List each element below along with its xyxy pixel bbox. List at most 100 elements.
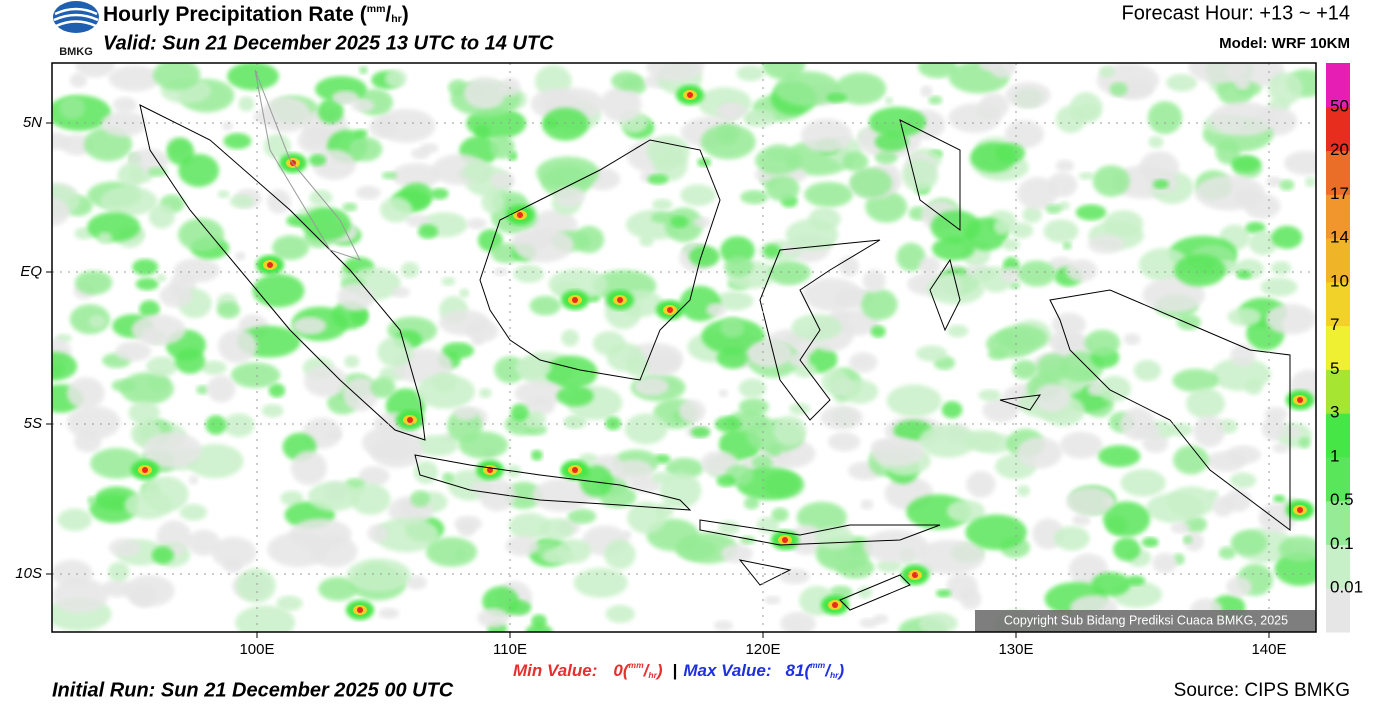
rain-cell: [466, 320, 499, 343]
rain-cell: [381, 171, 398, 180]
rain-cell: [821, 368, 849, 396]
colorbar-label: 0.01: [1330, 578, 1363, 597]
rain-core: [267, 262, 273, 268]
rain-cell: [529, 295, 561, 316]
rain-cell: [1248, 230, 1278, 256]
rain-cell: [205, 415, 227, 435]
rain-cell: [490, 172, 515, 189]
rain-cell: [90, 447, 144, 479]
rain-cell: [223, 133, 252, 150]
rain-cell: [1260, 277, 1298, 297]
rain-cell: [1278, 535, 1316, 562]
rain-cell: [74, 270, 113, 295]
rain-cell: [531, 449, 543, 461]
rain-cell: [863, 529, 929, 563]
rain-cell: [862, 269, 886, 293]
model-name: Model: WRF 10KM: [1219, 35, 1350, 52]
rain-cell: [370, 434, 424, 468]
rain-cell: [860, 288, 898, 321]
rain-cell: [292, 316, 327, 335]
rain-cell: [1103, 501, 1151, 537]
colorbar-label: 17: [1330, 184, 1349, 203]
colorbar-segment: [1326, 588, 1350, 633]
rain-cell: [886, 384, 942, 418]
rain-cell: [713, 620, 734, 631]
rain-core: [912, 572, 918, 578]
rain-cell: [716, 475, 736, 488]
lon-label: 130E: [998, 641, 1033, 658]
rain-cell: [1270, 261, 1292, 276]
rain-cell: [261, 97, 311, 133]
rain-core: [667, 307, 673, 313]
rain-cell: [477, 608, 509, 628]
rain-cell: [1245, 221, 1266, 234]
rain-cell: [871, 437, 924, 467]
rain-cell: [564, 416, 584, 429]
rain-cell: [978, 389, 1002, 402]
rain-cell: [448, 79, 469, 96]
maluku: [929, 258, 1042, 411]
rain-cell: [554, 186, 586, 207]
rain-cell: [1304, 176, 1316, 188]
rain-cell: [1034, 383, 1070, 412]
colorbar-label: 1: [1330, 446, 1339, 465]
rain-cell: [489, 135, 515, 160]
rain-cell: [714, 291, 754, 311]
rain-cell: [765, 175, 800, 202]
rain-cell: [405, 214, 430, 228]
colorbar-segment: [1326, 325, 1350, 370]
rain-cell: [762, 63, 806, 80]
rain-cell: [432, 372, 458, 393]
colorbar-segment: [1326, 456, 1350, 502]
rain-cell: [354, 129, 368, 138]
sulawesi: [759, 239, 881, 421]
colorbar-segment: [1326, 238, 1350, 283]
rain-cell: [670, 215, 689, 228]
unit-part: ): [402, 3, 409, 26]
rain-cell: [425, 537, 478, 567]
rain-cell: [142, 476, 189, 513]
rain-cell: [135, 277, 159, 291]
rain-cell: [478, 478, 516, 512]
rain-cell: [156, 273, 167, 283]
colorbar-segment: [1326, 63, 1350, 108]
rain-cell: [1010, 222, 1034, 239]
rain-cell: [1226, 577, 1252, 597]
colorbar-segment: [1326, 500, 1350, 545]
rain-cell: [556, 385, 594, 407]
rain-cell: [1078, 171, 1095, 181]
rain-cell: [1141, 537, 1159, 548]
rain-cell: [651, 211, 673, 224]
rain-cell: [346, 558, 411, 592]
rain-cell: [1173, 445, 1209, 475]
rain-cell: [348, 136, 383, 162]
rain-cell: [1075, 204, 1107, 221]
rain-cell: [227, 63, 279, 91]
rain-cell: [1148, 135, 1164, 149]
bmkg-logo: BMKG: [53, 1, 99, 58]
rain-cell: [1051, 312, 1086, 337]
rain-cell: [1168, 422, 1194, 437]
rain-cell: [304, 135, 323, 148]
rain-cell: [416, 434, 459, 457]
rain-cell: [69, 73, 88, 88]
rain-cell: [1016, 484, 1031, 497]
rain-cell: [647, 174, 669, 185]
rain-cell: [378, 607, 400, 619]
colorbar-segment: [1326, 150, 1350, 195]
rain-cell: [1147, 101, 1183, 135]
rain-cell: [718, 520, 740, 535]
rain-cell: [308, 154, 327, 167]
rain-cell: [835, 72, 887, 105]
rain-cell: [918, 63, 958, 79]
rain-cell: [101, 111, 147, 137]
min-value: 0: [613, 661, 623, 680]
rain-cell: [1098, 375, 1131, 402]
separator: |: [673, 661, 678, 680]
rain-core: [832, 602, 838, 608]
rain-cell: [174, 348, 206, 374]
rain-cell: [458, 431, 509, 459]
rain-core: [142, 467, 148, 473]
rain-cell: [1098, 445, 1141, 468]
rain-cell: [1166, 486, 1216, 518]
